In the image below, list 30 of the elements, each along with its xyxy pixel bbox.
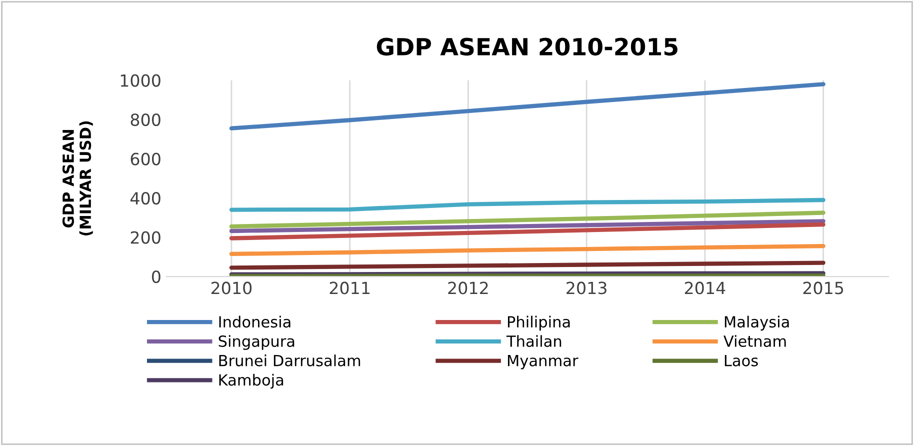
x-tick-label: 2013	[566, 282, 606, 294]
line-series	[229, 198, 826, 212]
chart-title: GDP ASEAN 2010-2015	[376, 38, 678, 56]
line-series	[229, 82, 826, 130]
legend-label: Vietnam	[724, 335, 786, 347]
y-axis-title: GDP ASEAN (MILYAR USD)	[62, 121, 93, 236]
legend-label: Singapura	[218, 335, 294, 350]
y-tick-label: 1000	[120, 74, 160, 87]
line-series	[229, 219, 826, 234]
x-tick-label: 2012	[448, 282, 488, 294]
legend-label: Indonesia	[219, 316, 290, 328]
y-tick-label: 800	[130, 113, 160, 126]
x-tick-label: 2014	[684, 282, 726, 294]
line-series	[229, 244, 826, 256]
x-tick-label: 2015	[803, 282, 844, 294]
legend-label: Malaysia	[724, 316, 789, 331]
legend-label: Laos	[724, 354, 758, 366]
legend-label: Kamboja	[219, 374, 284, 389]
legend-label: Myanmar	[508, 354, 578, 370]
legend-label: Thailan	[506, 335, 562, 347]
x-tick-label: 2010	[211, 282, 252, 294]
x-tick-label: 2011	[330, 282, 370, 294]
y-tick-label: 200	[130, 231, 160, 244]
line-series	[229, 222, 826, 240]
y-tick-label: 600	[130, 152, 160, 166]
legend-label: Philipina	[508, 316, 570, 331]
legend-label: Brunei Darrusalam	[219, 354, 360, 366]
y-tick-label: 0	[152, 270, 160, 284]
line-series	[229, 210, 826, 229]
y-tick-label: 400	[130, 192, 160, 205]
